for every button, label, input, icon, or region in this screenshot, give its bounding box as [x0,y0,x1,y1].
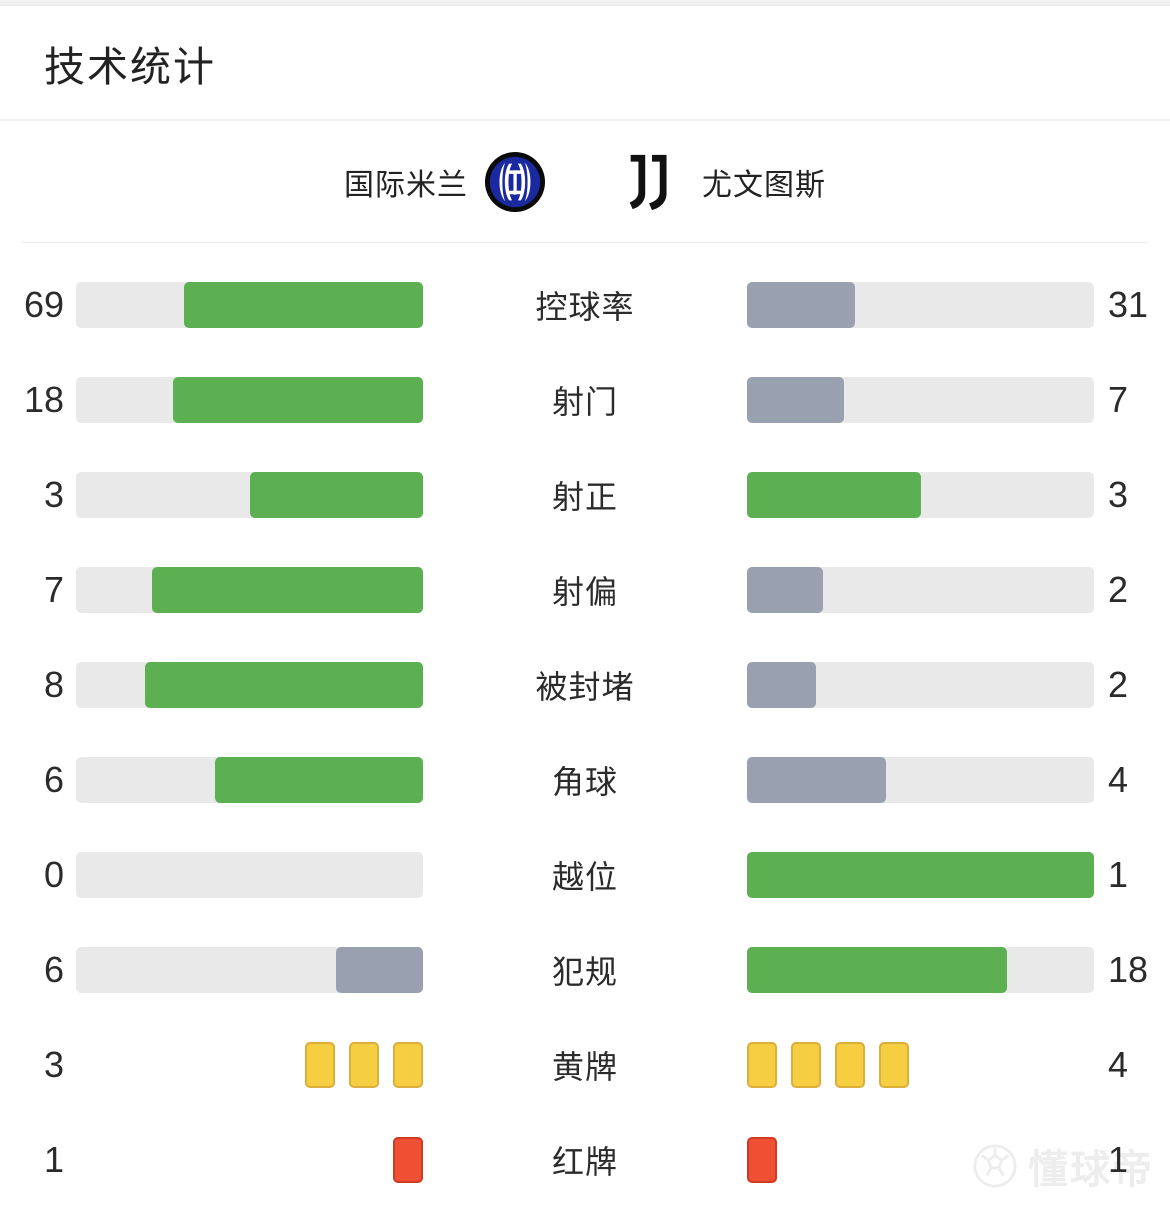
bar-fill [747,471,921,518]
away-team-name: 尤文图斯 [702,168,826,202]
stats-list: 69 控球率 31 18 射门 7 3 射正 3 7 射偏 2 8 被封堵 2 6 角球 4 0 越位 1 6 犯规 18 3 黄… [0,243,1170,1207]
away-value: 1 [1108,853,1129,895]
home-value: 8 [43,663,64,705]
away-value: 4 [1108,758,1129,800]
away-bar [747,281,1094,328]
stat-label: 红牌 [551,1143,618,1180]
stat-label: 射正 [551,478,618,515]
home-value: 0 [43,853,64,895]
home-team-name: 国际米兰 [344,168,468,202]
home-value: 3 [43,1043,64,1085]
away-value: 2 [1108,663,1129,705]
bar-fill [747,566,824,613]
stat-row: 6 角球 4 [0,732,1170,827]
bar-fill [183,281,423,328]
bar-fill [747,661,817,708]
yellow-card-icon [835,1041,865,1088]
stat-row: 3 黄牌 4 [0,1017,1170,1112]
home-cards [76,1135,423,1185]
away-bar [747,376,1094,423]
stat-row: 6 犯规 18 [0,922,1170,1017]
home-value: 1 [43,1138,64,1180]
away-bar [747,756,1094,803]
bar-fill [173,376,423,423]
page-title: 技术统计 [44,43,216,90]
home-value: 7 [43,568,64,610]
home-value: 18 [23,378,64,420]
stat-label: 越位 [551,858,618,895]
home-bar [76,471,423,518]
away-team-header[interactable]: 尤文图斯 [604,151,1148,213]
stat-label: 黄牌 [551,1048,618,1085]
home-value: 6 [43,758,64,800]
stat-label: 角球 [551,763,618,800]
inter-milan-crest-icon [484,151,546,213]
home-bar [76,566,423,613]
bar-fill [747,376,845,423]
home-bar [76,376,423,423]
bar-fill [336,946,423,993]
away-bar [747,851,1094,898]
away-bar [747,946,1094,993]
section-header: 技术统计 [0,6,1170,121]
stat-row: 0 越位 1 [0,827,1170,922]
yellow-card-icon [349,1041,379,1088]
away-bar [747,566,1094,613]
stat-row: 7 射偏 2 [0,542,1170,637]
bar-fill [747,851,1094,898]
away-cards [747,1135,1094,1185]
home-team-header[interactable]: 国际米兰 [22,151,604,213]
stat-label: 被封堵 [535,668,635,705]
yellow-card-icon [791,1041,821,1088]
away-value: 18 [1108,948,1149,990]
stat-row: 1 红牌 1 [0,1112,1170,1207]
teams-header: 国际米兰 尤文图斯 [22,121,1148,243]
red-card-icon [393,1136,423,1183]
stat-label: 犯规 [551,953,618,990]
away-value: 3 [1108,473,1129,515]
stat-label: 射偏 [551,573,618,610]
stat-row: 3 射正 3 [0,447,1170,542]
bar-fill [747,946,1008,993]
yellow-card-icon [305,1041,335,1088]
home-cards [76,1040,423,1090]
away-value: 1 [1108,1138,1129,1180]
away-value: 2 [1108,568,1129,610]
away-bar [747,471,1094,518]
home-bar [76,281,423,328]
home-value: 6 [43,948,64,990]
home-bar [76,851,423,898]
red-card-icon [747,1136,777,1183]
bar-fill [145,661,423,708]
stat-row: 69 控球率 31 [0,257,1170,352]
away-cards [747,1040,1094,1090]
stat-label: 射门 [551,383,618,420]
home-bar [76,946,423,993]
stat-row: 8 被封堵 2 [0,637,1170,732]
juventus-crest-icon [624,151,680,213]
bar-track [76,851,423,898]
bar-fill [747,281,855,328]
away-value: 4 [1108,1043,1129,1085]
stat-label: 控球率 [535,288,635,325]
top-divider-strip [0,0,1170,6]
bar-fill [747,756,886,803]
stat-row: 18 射门 7 [0,352,1170,447]
home-bar [76,756,423,803]
away-bar [747,661,1094,708]
away-value: 31 [1108,283,1149,325]
yellow-card-icon [393,1041,423,1088]
bar-fill [249,471,423,518]
bar-fill [214,756,423,803]
home-value: 3 [43,473,64,515]
away-value: 7 [1108,378,1129,420]
home-bar [76,661,423,708]
yellow-card-icon [747,1041,777,1088]
bar-fill [152,566,423,613]
yellow-card-icon [879,1041,909,1088]
home-value: 69 [23,283,64,325]
